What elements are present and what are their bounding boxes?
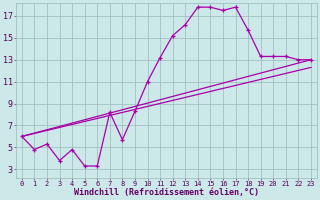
X-axis label: Windchill (Refroidissement éolien,°C): Windchill (Refroidissement éolien,°C) [74, 188, 259, 197]
